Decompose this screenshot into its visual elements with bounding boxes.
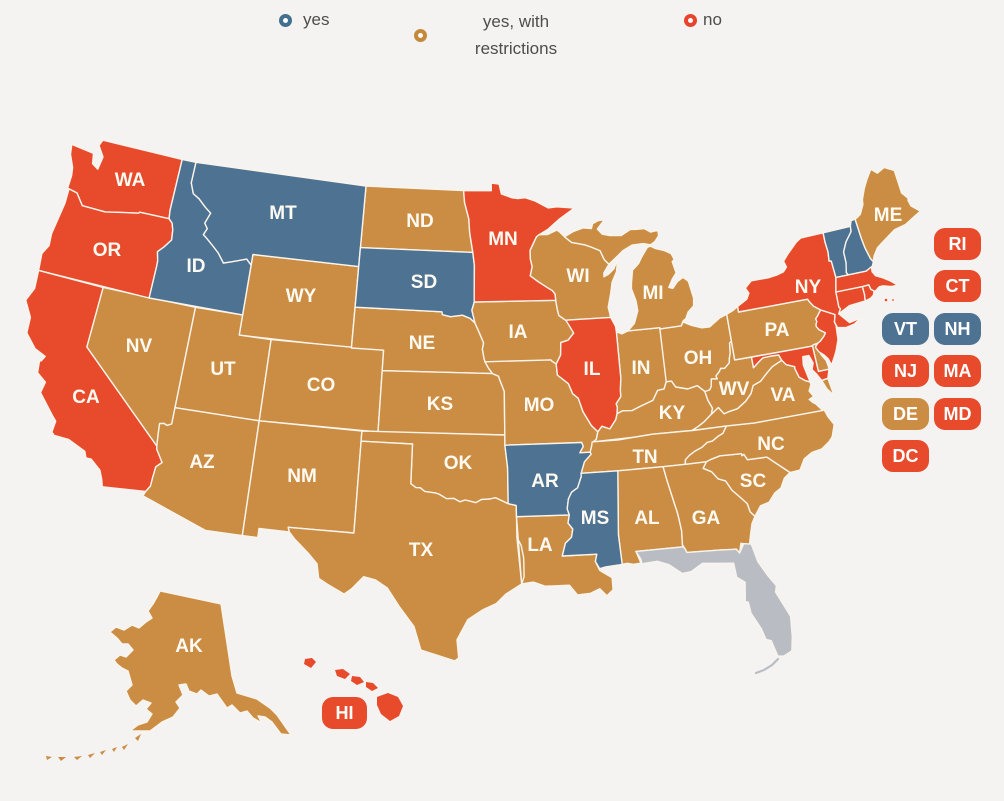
svg-text:OH: OH — [684, 348, 713, 369]
svg-text:WY: WY — [286, 286, 317, 307]
svg-text:ME: ME — [874, 205, 903, 226]
svg-text:UT: UT — [210, 359, 236, 380]
svg-text:IA: IA — [509, 322, 528, 343]
svg-text:CA: CA — [72, 387, 100, 408]
svg-text:MN: MN — [488, 229, 518, 250]
svg-text:NY: NY — [795, 277, 822, 298]
svg-text:NV: NV — [126, 336, 153, 357]
svg-text:SC: SC — [740, 471, 767, 492]
svg-text:WA: WA — [115, 170, 146, 191]
svg-text:IL: IL — [584, 359, 601, 380]
svg-text:OR: OR — [93, 240, 122, 261]
svg-text:LA: LA — [527, 535, 553, 556]
svg-text:AK: AK — [175, 636, 203, 657]
svg-text:AR: AR — [531, 471, 559, 492]
svg-text:PA: PA — [765, 320, 790, 341]
svg-text:WV: WV — [719, 379, 750, 400]
svg-text:NM: NM — [287, 466, 317, 487]
svg-text:MS: MS — [581, 508, 610, 529]
svg-text:MO: MO — [524, 395, 555, 416]
svg-text:MT: MT — [269, 203, 297, 224]
svg-text:IN: IN — [632, 358, 651, 379]
svg-text:TN: TN — [632, 447, 657, 468]
svg-text:TX: TX — [409, 540, 434, 561]
svg-text:SD: SD — [411, 272, 437, 293]
svg-text:AL: AL — [634, 508, 660, 529]
svg-text:KS: KS — [427, 394, 453, 415]
svg-text:OK: OK — [444, 453, 473, 474]
svg-text:MI: MI — [642, 283, 663, 304]
svg-text:NE: NE — [409, 333, 435, 354]
svg-text:AZ: AZ — [189, 452, 215, 473]
svg-text:KY: KY — [659, 403, 686, 424]
svg-text:VA: VA — [771, 385, 796, 406]
svg-text:CO: CO — [307, 375, 336, 396]
svg-text:GA: GA — [692, 508, 721, 529]
svg-text:WI: WI — [566, 266, 589, 287]
svg-text:ID: ID — [187, 256, 206, 277]
svg-text:NC: NC — [757, 434, 785, 455]
svg-text:ND: ND — [406, 211, 433, 232]
